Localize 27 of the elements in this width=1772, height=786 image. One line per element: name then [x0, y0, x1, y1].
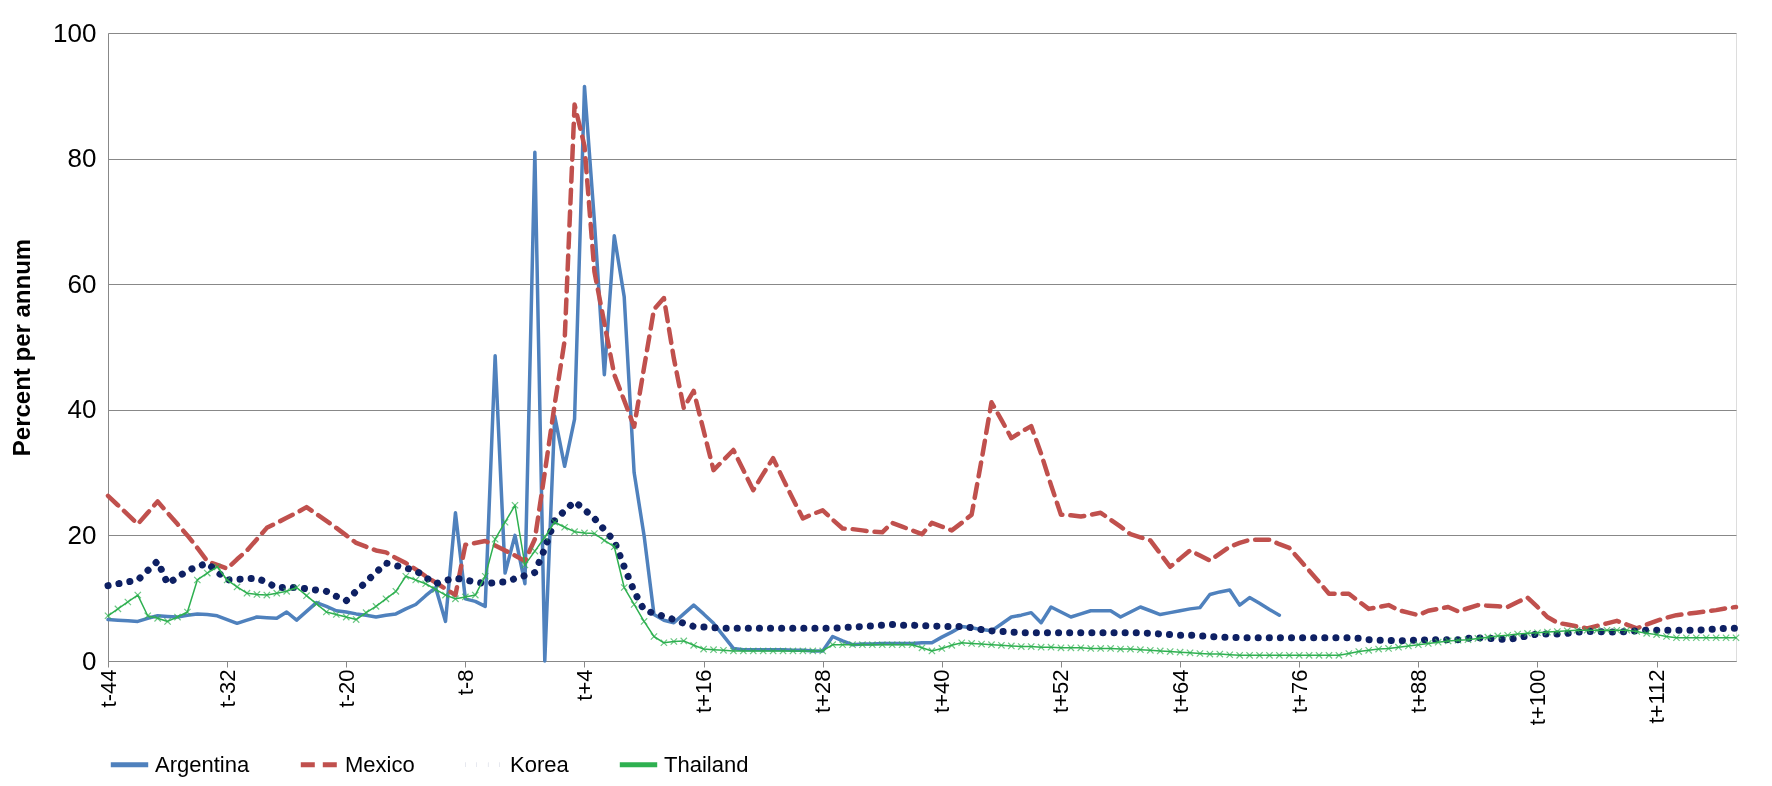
- y-tick-label: 80: [67, 143, 97, 174]
- x-tick-label: t+88: [1405, 669, 1431, 713]
- legend-label: Thailand: [664, 751, 749, 777]
- legend-label: Korea: [510, 751, 570, 777]
- x-tick-label: t-44: [95, 669, 121, 708]
- x-tick-label: t+100: [1524, 669, 1550, 726]
- x-tick-label: t+76: [1286, 669, 1312, 713]
- x-tick-label: t+16: [691, 669, 717, 713]
- x-tick-label: t+52: [1048, 669, 1074, 713]
- y-tick-label: 20: [67, 519, 97, 550]
- line-series: [105, 102, 1739, 631]
- legend-label: Argentina: [155, 751, 250, 777]
- y-tick-label: 100: [53, 17, 97, 48]
- x-tick-label: t+28: [810, 669, 836, 713]
- x-tick-label: t+40: [929, 669, 955, 713]
- x-tick-label: t+64: [1167, 669, 1193, 713]
- x-tick-label: t-8: [452, 669, 478, 696]
- y-tick-label: 40: [67, 394, 97, 425]
- x-tick-label: t-32: [214, 669, 240, 708]
- y-axis-title: Percent per annum: [8, 238, 36, 457]
- legend-label: Mexico: [345, 751, 415, 777]
- x-tick-label: t+112: [1644, 669, 1670, 724]
- y-tick-label: 0: [82, 645, 97, 676]
- y-tick-label: 60: [67, 268, 97, 299]
- x-tick-label: t+4: [571, 669, 597, 701]
- x-tick-label: t-20: [333, 669, 359, 708]
- line-series: [106, 84, 1282, 663]
